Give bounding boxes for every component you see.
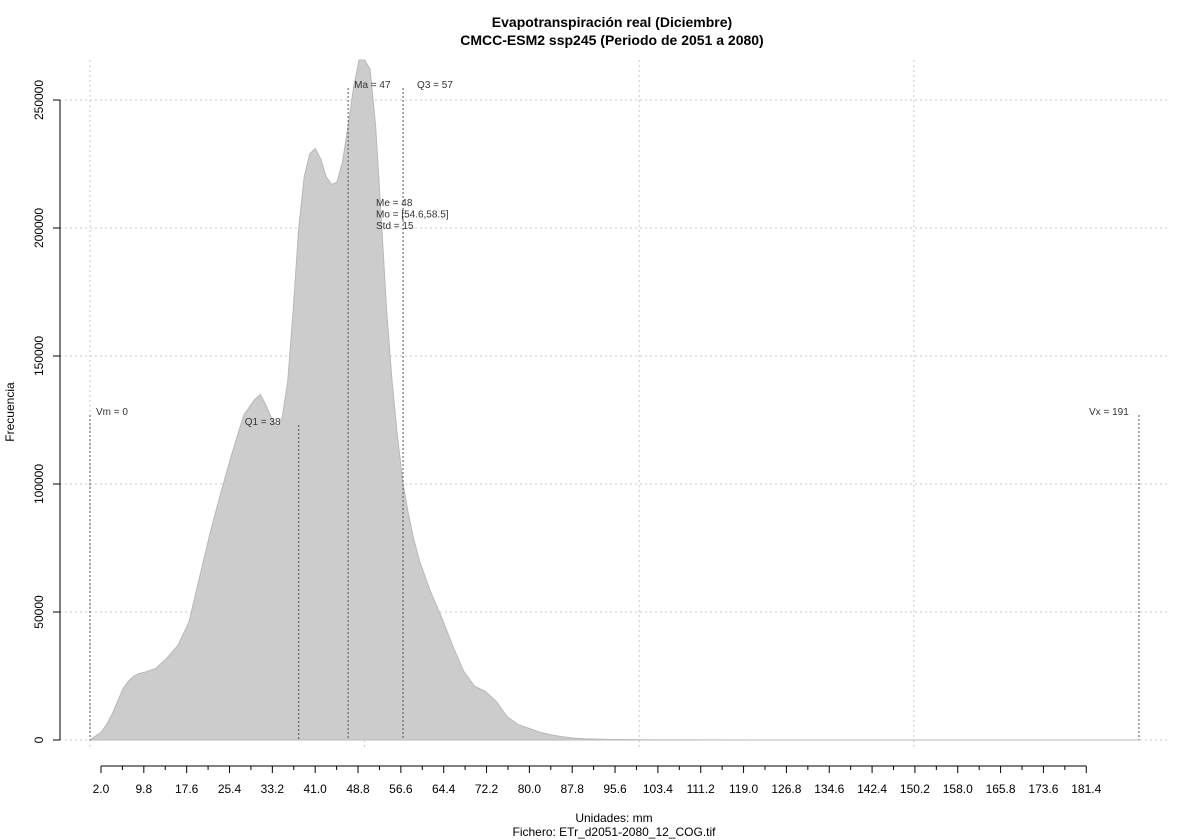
x-tick-label: 173.6 <box>1028 782 1058 796</box>
stat-lines: Vm = 0 Q1 = 38 Ma = 47 Q3 = 57 Vx = 191 <box>89 80 1140 740</box>
x-tick-label: 17.6 <box>175 782 199 796</box>
y-axis: 0 50000 100000 150000 200000 250000 <box>32 80 61 743</box>
x-tick-label: 142.4 <box>857 782 887 796</box>
stat-line-label: Vm = 0 <box>96 407 128 418</box>
x-tick-label: 2.0 <box>93 782 110 796</box>
y-tick-label: 50000 <box>32 595 46 629</box>
y-tick-label: 250000 <box>32 80 46 120</box>
x-tick-label: 48.8 <box>346 782 370 796</box>
x-axis-label: Unidades: mm <box>575 811 652 825</box>
stat-line-label: Ma = 47 <box>354 80 391 91</box>
y-tick-label: 0 <box>32 736 46 743</box>
stat-line-label: Q3 = 57 <box>417 80 453 91</box>
x-axis: 2.0 9.8 17.6 25.4 33.2 41.0 48.8 56.6 64.4 72.2 80… <box>93 765 1102 796</box>
chart-title: Evapotranspiración real (Diciembre) <box>492 14 732 30</box>
x-tick-label: 111.2 <box>687 782 716 796</box>
x-tick-label: 25.4 <box>218 782 242 796</box>
x-tick-label: 9.8 <box>135 782 152 796</box>
x-tick-label: 80.0 <box>518 782 542 796</box>
density-area <box>88 59 1139 741</box>
x-tick-label: 134.6 <box>814 782 844 796</box>
x-tick-label: 41.0 <box>303 782 327 796</box>
stat-text: Std = 15 <box>376 221 414 232</box>
x-tick-label: 158.0 <box>943 782 973 796</box>
y-tick-label: 100000 <box>32 464 46 504</box>
stat-line-label: Vx = 191 <box>1089 407 1129 418</box>
x-tick-label: 103.4 <box>643 782 673 796</box>
y-axis-label: Frecuencia <box>3 382 17 442</box>
x-tick-label: 119.0 <box>729 782 758 796</box>
x-tick-label: 64.4 <box>432 782 456 796</box>
y-tick-label: 200000 <box>32 208 46 248</box>
x-tick-label: 165.8 <box>986 782 1016 796</box>
x-tick-label: 95.6 <box>603 782 627 796</box>
x-tick-label: 56.6 <box>389 782 413 796</box>
x-tick-label: 150.2 <box>900 782 930 796</box>
x-tick-label: 87.8 <box>561 782 585 796</box>
x-tick-label: 33.2 <box>261 782 285 796</box>
stat-text: Mo = [54.6,58.5] <box>376 210 449 221</box>
stat-line-label: Q1 = 38 <box>245 417 281 428</box>
x-tick-label: 181.4 <box>1071 782 1101 796</box>
x-tick-label: 72.2 <box>475 782 499 796</box>
stat-text: Me = 48 <box>376 198 413 209</box>
y-tick-label: 150000 <box>32 336 46 376</box>
chart-subtitle: CMCC-ESM2 ssp245 (Periodo de 2051 a 2080… <box>460 32 763 48</box>
file-footer: Fichero: ETr_d2051-2080_12_COG.tif <box>513 825 717 839</box>
x-tick-label: 126.8 <box>771 782 801 796</box>
